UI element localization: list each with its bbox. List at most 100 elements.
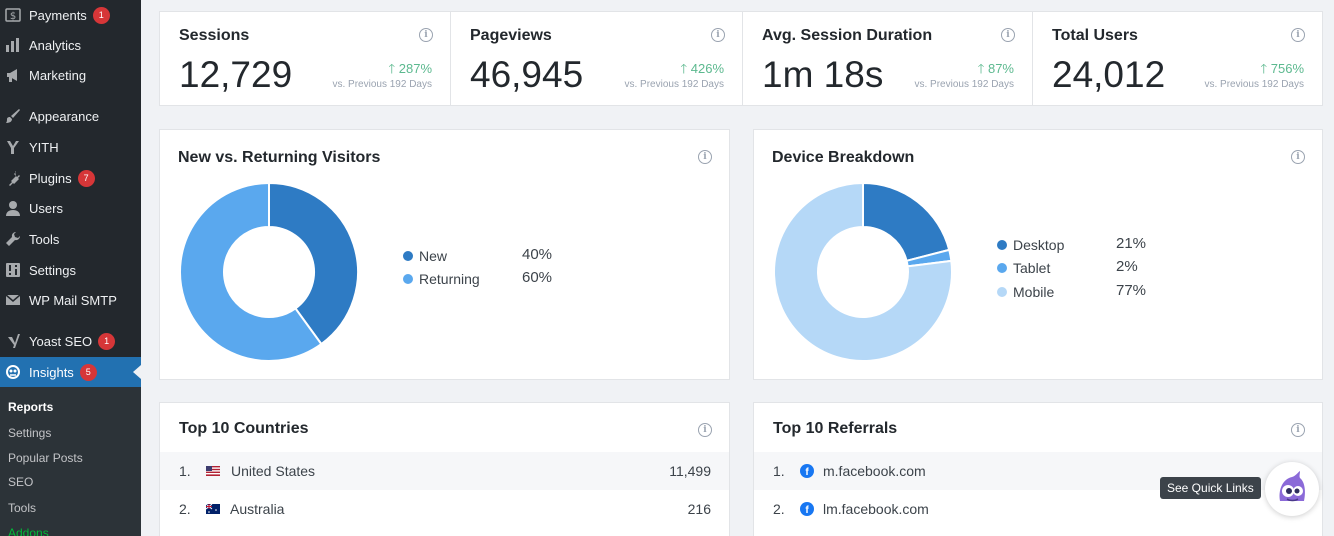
sidebar-item-payments[interactable]: $ Payments 1 [0,0,141,30]
sidebar-item-label: Insights [29,364,74,380]
stat-value: 12,729 [179,54,293,95]
referral-row: 1. f m.facebook.com [754,452,1322,490]
stat-comparison: vs. Previous 192 Days [1204,79,1305,90]
submenu-settings[interactable]: Settings [8,426,52,440]
stat-card-pageviews: Pageviews i 46,945 🡑 426% vs. Previous 1… [450,11,743,106]
card-title: Top 10 Referrals [773,420,898,437]
legend-pct: 21% [1116,235,1147,252]
stat-label: Avg. Session Duration [762,27,933,44]
referral-name[interactable]: lm.facebook.com [823,501,929,517]
info-icon[interactable]: i [1001,28,1015,42]
stat-label: Sessions [179,27,250,44]
stat-card-total-users: Total Users i 24,012 🡑 756% vs. Previous… [1032,11,1323,106]
update-badge: 1 [98,332,116,350]
submenu-reports[interactable]: Reports [8,400,54,414]
sidebar-item-label: Marketing [29,67,87,83]
sidebar-item-analytics[interactable]: Analytics [0,30,141,60]
row-number: 1. [179,463,191,479]
legend-item-returning: Returning [403,271,480,287]
arrow-up-icon: 🡑 [680,61,691,76]
arrow-up-icon: 🡑 [388,61,399,76]
legend-item-desktop: Desktop [997,237,1064,253]
admin-sidebar: $ Payments 1 Analytics Marketing Appeara… [0,0,141,536]
sidebar-item-label: Yoast SEO [29,333,93,349]
stat-card-sessions: Sessions i 12,729 🡑 287% vs. Previous 19… [159,11,451,106]
update-badge: 5 [79,363,97,381]
update-badge: 7 [77,169,95,187]
stat-card-avg-session-duration: Avg. Session Duration i 1m 18s 🡑 87% vs.… [742,11,1033,106]
submenu-popular-posts[interactable]: Popular Posts [8,451,83,465]
stat-change: 🡑 287% [388,61,432,76]
submenu-seo[interactable]: SEO [8,475,34,489]
legend-pct: 77% [1116,282,1147,299]
info-icon[interactable]: i [711,28,725,42]
stat-comparison: vs. Previous 192 Days [624,79,725,90]
referral-row: 2. f lm.facebook.com [754,490,1322,528]
legend-item-new: New [403,248,447,264]
info-icon[interactable]: i [698,150,712,164]
info-icon[interactable]: i [1291,150,1305,164]
row-number: 2. [773,501,785,517]
countries-card: Top 10 Countries i 1. United States 11,4… [159,402,730,536]
facebook-icon: f [800,464,814,478]
wrench-icon [4,230,22,248]
legend-item-tablet: Tablet [997,260,1050,276]
sliders-icon [4,261,22,279]
submenu-addons[interactable]: Addons [8,526,49,536]
visitors-donut-chart [179,182,359,362]
quick-links-tooltip: See Quick Links [1160,477,1261,499]
legend-dot [997,287,1007,297]
device-slice-mobile[interactable] [773,182,953,362]
row-number: 1. [773,463,785,479]
legend-item-mobile: Mobile [997,284,1054,300]
stat-change: 🡑 756% [1260,61,1304,76]
country-count: 216 [687,501,711,517]
referral-name[interactable]: m.facebook.com [823,463,926,479]
sidebar-item-marketing[interactable]: Marketing [0,60,141,90]
arrow-up-icon: 🡑 [977,61,988,76]
sidebar-item-users[interactable]: Users [0,193,141,223]
info-icon[interactable]: i [1291,28,1305,42]
sidebar-item-insights[interactable]: Insights 5 [0,357,141,387]
stat-value: 24,012 [1052,54,1166,95]
device-card: Device Breakdown i Desktop 21% Tablet 2%… [753,129,1323,380]
country-name: Australia [230,501,285,517]
visitors-card: New vs. Returning Visitors i New 40% Ret… [159,129,730,380]
legend-dot [403,251,413,261]
megaphone-icon [4,66,22,84]
yith-icon [4,138,22,156]
sidebar-item-label: Tools [29,231,60,247]
facebook-icon: f [800,502,814,516]
info-icon[interactable]: i [698,423,712,437]
legend-dot [997,240,1007,250]
info-icon[interactable]: i [419,28,433,42]
sidebar-item-tools[interactable]: Tools [0,224,141,254]
submenu-tools[interactable]: Tools [8,501,37,515]
legend-pct: 60% [522,269,553,286]
sidebar-item-plugins[interactable]: Plugins 7 [0,163,141,193]
visitors-slice-returning[interactable] [179,182,323,362]
sidebar-item-yoast-seo[interactable]: Yoast SEO 1 [0,326,141,356]
info-icon[interactable]: i [1291,423,1305,437]
referrals-card: Top 10 Referrals i 1. f m.facebook.com 2… [753,402,1323,536]
sidebar-item-settings[interactable]: Settings [0,255,141,285]
brush-icon [4,107,22,125]
visitors-slice-new[interactable] [268,182,359,346]
dollar-icon: $ [4,6,22,24]
device-slice-desktop[interactable] [862,182,951,263]
sidebar-item-label: WP Mail SMTP [29,292,117,308]
yoast-icon [4,332,22,350]
sidebar-item-label: Appearance [29,108,100,124]
legend-dot [403,274,413,284]
card-title: Top 10 Countries [179,420,309,437]
quick-links-button[interactable] [1265,462,1319,516]
sidebar-item-yith[interactable]: YITH [0,132,141,162]
sidebar-item-appearance[interactable]: Appearance [0,101,141,131]
stat-comparison: vs. Previous 192 Days [332,79,433,90]
insights-submenu: Reports Settings Popular Posts SEO Tools… [0,387,141,536]
sidebar-item-wp-mail-smtp[interactable]: WP Mail SMTP [0,285,141,315]
sidebar-item-label: Analytics [29,37,82,53]
row-number: 2. [179,501,191,517]
sidebar-item-label: YITH [29,139,59,155]
legend-pct: 2% [1116,258,1138,275]
